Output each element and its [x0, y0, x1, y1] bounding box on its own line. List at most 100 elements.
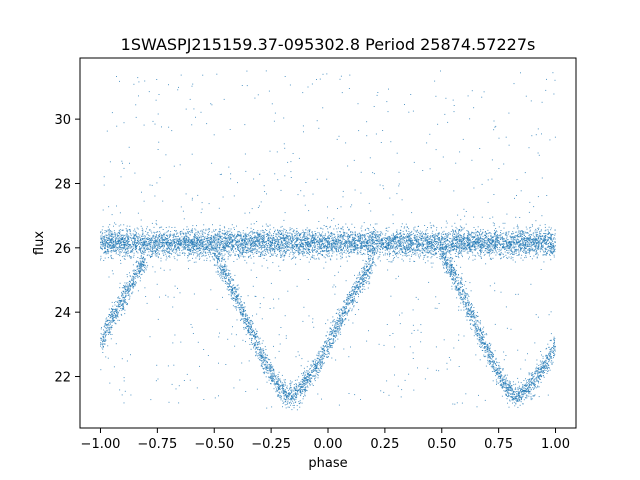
- data-point: [116, 237, 117, 238]
- data-point: [521, 243, 522, 244]
- data-point: [126, 233, 127, 234]
- data-point: [502, 238, 503, 239]
- data-point: [119, 249, 120, 250]
- data-point: [525, 242, 526, 243]
- data-point: [318, 236, 319, 237]
- data-point: [391, 245, 392, 246]
- data-point: [387, 254, 388, 255]
- data-point: [279, 239, 280, 240]
- data-point: [163, 240, 164, 241]
- data-point: [196, 251, 197, 252]
- data-point: [522, 247, 523, 248]
- data-point: [369, 238, 370, 239]
- data-point: [234, 246, 235, 247]
- data-point: [409, 261, 410, 262]
- data-point: [435, 252, 436, 253]
- data-point: [251, 240, 252, 241]
- data-point: [162, 246, 163, 247]
- data-point: [370, 246, 371, 247]
- data-point: [111, 245, 112, 246]
- data-point: [489, 249, 490, 250]
- data-point: [506, 214, 507, 215]
- data-point: [436, 253, 437, 254]
- data-point: [490, 245, 491, 246]
- data-point: [126, 244, 127, 245]
- data-point: [454, 261, 455, 262]
- data-point: [326, 226, 327, 227]
- data-point: [210, 254, 211, 255]
- data-point: [176, 238, 177, 239]
- data-point: [198, 244, 199, 245]
- data-point: [434, 255, 435, 256]
- data-point: [387, 259, 388, 260]
- data-point: [119, 252, 120, 253]
- data-point: [372, 241, 373, 242]
- data-point: [552, 243, 553, 244]
- data-point: [484, 255, 485, 256]
- data-point: [524, 241, 525, 242]
- data-point: [157, 250, 158, 251]
- data-point: [267, 247, 268, 248]
- data-point: [474, 246, 475, 247]
- data-point: [334, 251, 335, 252]
- data-point: [196, 232, 197, 233]
- data-point: [303, 232, 304, 233]
- data-point: [372, 245, 373, 246]
- data-point: [176, 233, 177, 234]
- data-point: [515, 239, 516, 240]
- data-point: [143, 248, 144, 249]
- data-point: [286, 236, 287, 237]
- data-point: [383, 246, 384, 247]
- data-point: [229, 239, 230, 240]
- data-point: [512, 242, 513, 243]
- data-point: [323, 248, 324, 249]
- data-point: [363, 243, 364, 244]
- data-point: [156, 224, 157, 225]
- data-point: [506, 233, 507, 234]
- data-point: [185, 239, 186, 240]
- data-point: [148, 251, 149, 252]
- data-point: [403, 231, 404, 232]
- data-point: [340, 258, 341, 259]
- data-point: [264, 246, 265, 247]
- data-point: [296, 248, 297, 249]
- data-point: [230, 248, 231, 249]
- data-point: [317, 228, 318, 229]
- data-point: [345, 244, 346, 245]
- data-point: [166, 259, 167, 260]
- data-point: [195, 252, 196, 253]
- data-point: [550, 244, 551, 245]
- data-point: [171, 253, 172, 254]
- data-point: [262, 251, 263, 252]
- data-point: [489, 246, 490, 247]
- data-point: [467, 245, 468, 246]
- data-point: [512, 231, 513, 232]
- data-point: [190, 232, 191, 233]
- data-point: [220, 252, 221, 253]
- data-point: [159, 235, 160, 236]
- data-point: [130, 251, 131, 252]
- data-point: [428, 250, 429, 251]
- data-point: [464, 227, 465, 228]
- data-point: [475, 229, 476, 230]
- data-point: [309, 234, 310, 235]
- data-point: [453, 249, 454, 250]
- data-point: [254, 243, 255, 244]
- data-point: [127, 255, 128, 256]
- data-point: [518, 227, 519, 228]
- data-point: [154, 238, 155, 239]
- data-point: [228, 254, 229, 255]
- data-point: [192, 258, 193, 259]
- data-point: [529, 245, 530, 246]
- data-point: [244, 242, 245, 243]
- data-point: [119, 226, 120, 227]
- data-point: [318, 246, 319, 247]
- data-point: [261, 236, 262, 237]
- data-point: [447, 251, 448, 252]
- data-point: [443, 239, 444, 240]
- data-point: [546, 241, 547, 242]
- data-point: [330, 241, 331, 242]
- data-point: [494, 236, 495, 237]
- data-point: [249, 256, 250, 257]
- data-point: [167, 248, 168, 249]
